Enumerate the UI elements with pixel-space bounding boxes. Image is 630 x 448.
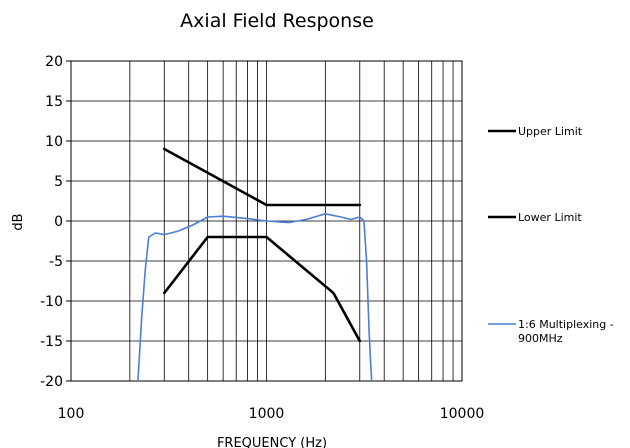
x-tick-label: 1000 <box>249 406 285 422</box>
series-line-3 <box>137 213 373 381</box>
y-tick-label: 20 <box>45 54 63 70</box>
x-tick-label: 100 <box>58 406 85 422</box>
x-tick-label: 10000 <box>440 406 485 422</box>
legend: Upper Limit Lower Limit 1:6 Multiplexing -… <box>488 125 614 345</box>
y-tick-label: -20 <box>40 374 63 390</box>
y-tick-label: 5 <box>54 174 63 190</box>
chart-title: Axial Field Response <box>180 10 374 32</box>
legend-label-1: Upper Limit <box>518 125 583 138</box>
y-tick-label: -15 <box>40 334 63 350</box>
y-axis-label: dB <box>11 213 26 230</box>
y-tick-label: 15 <box>45 94 63 110</box>
legend-label-3: 1:6 Multiplexing - <box>518 318 614 331</box>
y-tick-label: 0 <box>54 214 63 230</box>
grid <box>70 60 463 382</box>
x-axis-ticks: 100 1000 10000 <box>58 406 485 422</box>
y-tick-label: -10 <box>40 294 63 310</box>
y-axis-ticks: 20 15 10 5 0 -5 -10 -15 -20 <box>40 54 71 390</box>
y-tick-label: -5 <box>49 254 63 270</box>
legend-label-3: 900MHz <box>518 332 563 345</box>
x-axis-label: FREQUENCY (Hz) <box>217 436 327 448</box>
series-line-2 <box>162 235 362 343</box>
y-tick-label: 10 <box>45 134 63 150</box>
series-group <box>137 147 373 381</box>
series-line-1 <box>162 147 362 207</box>
legend-label-2: Lower Limit <box>518 211 582 224</box>
